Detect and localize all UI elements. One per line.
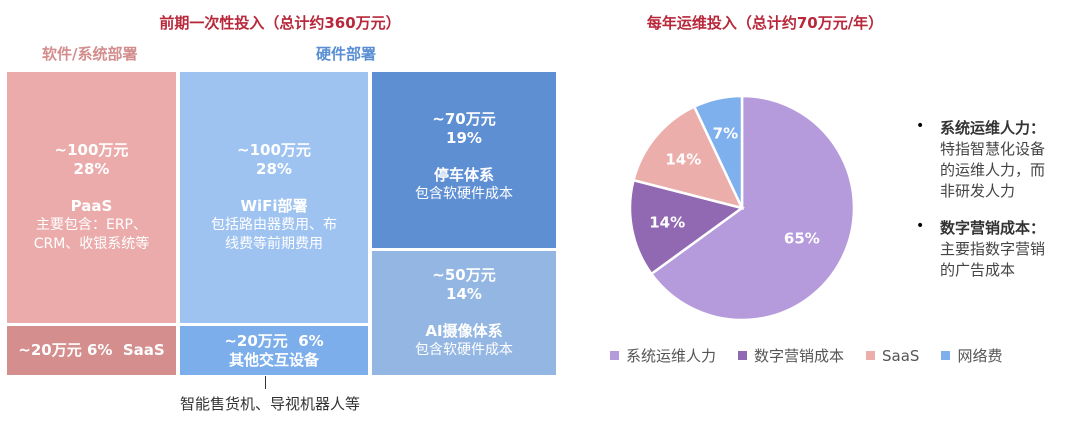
- other-line1: ~20万元 6%: [224, 331, 324, 350]
- treemap-parking: ~70万元 19% 停车体系 包含软硬件成本: [372, 72, 556, 248]
- pie-data-label: 14%: [649, 213, 685, 231]
- parking-desc: 包含软硬件成本: [415, 186, 513, 202]
- software-heading: 软件/系统部署: [42, 45, 138, 63]
- pie-slice-2: [631, 104, 745, 210]
- paas-amount: ~100万元: [54, 141, 129, 159]
- ai-pct: 14%: [446, 285, 482, 303]
- legend-label: SaaS: [882, 346, 920, 365]
- legend-swatch: [610, 351, 619, 360]
- parking-pct: 19%: [446, 129, 482, 147]
- note-2: • 数字营销成本： 主要指数字营销 的广告成本: [916, 218, 1080, 281]
- other-line2: 其他交互设备: [228, 350, 319, 369]
- treemap-paas: ~100万元 28% PaaS 主要包含：ERP、 CRM、收银系统等: [7, 72, 176, 323]
- pie-data-label: 14%: [665, 150, 701, 168]
- note-1: • 系统运维人力： 特指智慧化设备 的运维人力，而 非研发人力: [916, 118, 1080, 202]
- parking-name: 停车体系: [433, 166, 494, 184]
- bullet: •: [916, 218, 925, 234]
- paas-name: PaaS: [70, 197, 113, 215]
- paas-desc: 主要包含：ERP、: [35, 217, 147, 233]
- pie-slice-1: [628, 178, 745, 276]
- treemap-other-devices: ~20万元 6% 其他交互设备: [180, 326, 368, 375]
- paas-desc: CRM、收银系统等: [33, 236, 150, 252]
- note-line: 特指智慧化设备: [940, 140, 1046, 158]
- pie-legend: 系统运维人力 数字营销成本 SaaS 网络费: [610, 345, 1002, 366]
- note-line: 的运维人力，而: [940, 161, 1046, 179]
- note-title: 系统运维人力：: [940, 119, 1046, 137]
- legend-item: SaaS: [866, 347, 919, 365]
- callout-line: [265, 376, 266, 389]
- treemap-saas: ~20万元 6% SaaS: [7, 326, 176, 375]
- parking-amount: ~70万元: [432, 110, 496, 128]
- note-line: 非研发人力: [940, 182, 1016, 200]
- legend-label: 系统运维人力: [626, 347, 717, 365]
- pie-chart: 65% 14% 14% 7%: [628, 94, 856, 322]
- pie-data-label: 65%: [784, 230, 820, 248]
- legend-label: 网络费: [957, 347, 1003, 365]
- legend-item: 数字营销成本: [738, 345, 844, 366]
- pie-data-label: 7%: [713, 125, 738, 143]
- ai-name: AI摄像体系: [425, 322, 503, 340]
- wifi-desc: 包括路由器费用、布: [211, 217, 337, 233]
- ai-amount: ~50万元: [432, 266, 496, 284]
- legend-swatch: [866, 351, 876, 360]
- wifi-pct: 28%: [256, 160, 292, 178]
- pie-slice-3: [692, 94, 744, 209]
- bullet: •: [916, 118, 925, 134]
- saas-label: ~20万元 6% SaaS: [18, 341, 165, 359]
- legend-item: 网络费: [941, 345, 1002, 366]
- note-title: 数字营销成本：: [940, 219, 1046, 237]
- legend-item: 系统运维人力: [610, 345, 716, 366]
- left-chart-title: 前期一次性投入（总计约360万元）: [159, 14, 401, 32]
- note-line: 主要指数字营销: [940, 240, 1046, 258]
- legend-label: 数字营销成本: [754, 347, 845, 365]
- wifi-desc: 线费等前期费用: [225, 236, 323, 252]
- wifi-name: WiFi部署: [240, 197, 308, 215]
- hardware-heading: 硬件部署: [316, 45, 377, 63]
- ai-desc: 包含软硬件成本: [415, 342, 513, 358]
- wifi-amount: ~100万元: [237, 141, 311, 159]
- legend-swatch: [941, 351, 951, 360]
- treemap-wifi: ~100万元 28% WiFi部署 包括路由器费用、布 线费等前期费用: [180, 72, 368, 323]
- paas-pct: 28%: [73, 160, 110, 178]
- pie-slice-0: [649, 94, 856, 322]
- pie-chart-title: 每年运维投入（总计约70万元/年）: [646, 14, 884, 32]
- note-line: 的广告成本: [940, 261, 1016, 279]
- legend-swatch: [738, 351, 748, 360]
- treemap-ai-camera: ~50万元 14% AI摄像体系 包含软硬件成本: [372, 251, 556, 375]
- callout-text: 智能售货机、导视机器人等: [180, 395, 361, 413]
